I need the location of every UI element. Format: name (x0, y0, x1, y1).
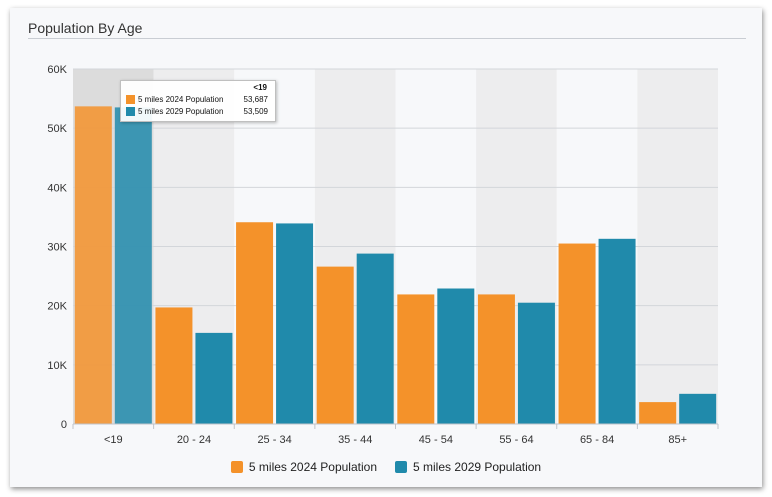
bar (114, 107, 152, 424)
x-tick-label: 45 - 54 (419, 434, 453, 446)
bar (155, 307, 193, 424)
tooltip-series-name: 5 miles 2024 Population (138, 95, 224, 104)
bar (397, 294, 435, 424)
x-tick-label: 25 - 34 (257, 434, 291, 446)
bar (558, 243, 596, 424)
legend-item-2029[interactable]: 5 miles 2029 Population (395, 460, 541, 474)
bar (437, 288, 475, 424)
tooltip-row: 5 miles 2024 Population 53,687 (126, 94, 268, 105)
x-tick-label: 35 - 44 (338, 434, 372, 446)
x-tick-label: 65 - 84 (580, 434, 614, 446)
legend-item-2024[interactable]: 5 miles 2024 Population (230, 460, 377, 474)
x-tick-label: 85+ (668, 434, 687, 446)
tooltip-swatch-2024 (126, 95, 135, 104)
y-tick-label: 30K (47, 242, 67, 254)
legend-label-2029: 5 miles 2029 Population (413, 460, 542, 474)
tooltip-row: 5 miles 2029 Population 53,509 (126, 106, 268, 117)
x-tick-label: 55 - 64 (499, 434, 533, 446)
y-tick-label: 10K (47, 360, 67, 372)
legend-swatch-2024 (230, 461, 243, 473)
chart-tooltip: <19 5 miles 2024 Population 53,687 5 mil… (120, 80, 276, 122)
legend-label-2024: 5 miles 2024 Population (248, 460, 377, 474)
bar (236, 222, 274, 424)
tooltip-series-value: 53,687 (243, 95, 268, 104)
tooltip-series-name: 5 miles 2029 Population (138, 107, 224, 116)
bar (639, 402, 677, 424)
y-tick-label: 50K (47, 123, 67, 135)
bar (276, 223, 314, 424)
tooltip-series-value: 53,509 (243, 107, 268, 116)
y-tick-label: 0 (61, 419, 67, 431)
y-tick-label: 40K (47, 182, 67, 194)
bar (477, 294, 515, 424)
bar (598, 238, 636, 424)
tooltip-header: <19 (253, 83, 267, 92)
x-tick-label: 20 - 24 (177, 434, 211, 446)
chart-title: Population By Age (28, 20, 143, 36)
bar (356, 253, 394, 424)
x-tick-label: <19 (104, 434, 123, 446)
bar (517, 302, 555, 424)
legend-swatch-2029 (395, 461, 407, 473)
tooltip-swatch-2029 (126, 107, 135, 116)
bar (679, 393, 717, 424)
bar (316, 266, 354, 424)
y-tick-label: 60K (47, 64, 67, 76)
title-divider (28, 38, 746, 39)
bar (195, 332, 233, 424)
y-tick-label: 20K (47, 301, 67, 313)
bar (74, 106, 112, 424)
chart-legend: 5 miles 2024 Population 5 miles 2029 Pop… (0, 460, 772, 474)
